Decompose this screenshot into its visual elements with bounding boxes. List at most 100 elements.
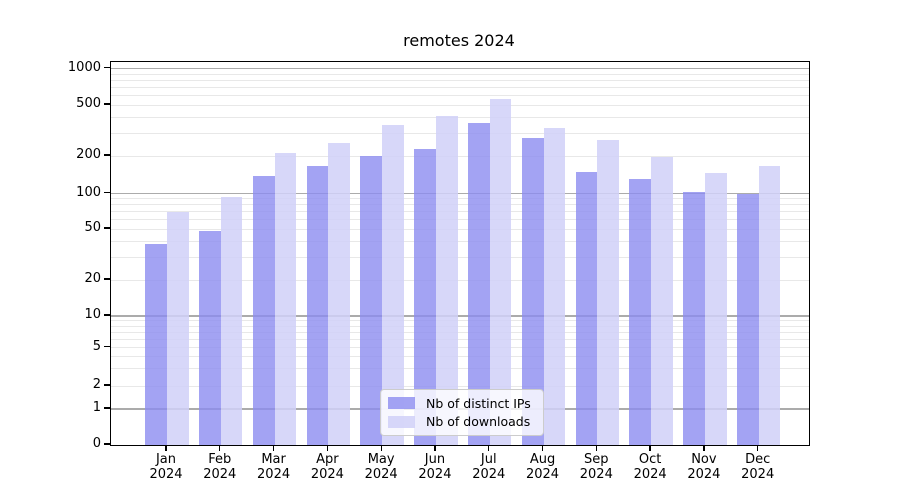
gridline-minor [111,331,809,333]
gridline-minor [111,132,809,134]
bar-downloads [597,140,619,445]
x-tick-label: Feb 2024 [203,452,237,482]
gridline-minor [111,256,809,258]
gridline-minor [111,368,809,370]
gridline-minor [111,73,809,75]
gridline-minor [111,204,809,206]
legend-item-downloads: Nb of downloads [388,414,535,429]
x-tick-mark [272,445,275,451]
x-tick-mark [380,445,382,451]
y-tick-label: 2 [92,377,101,392]
y-tick-label: 0 [92,436,101,451]
y-tick-mark [103,384,111,386]
y-tick-mark [103,191,111,194]
x-tick-mark [326,445,329,451]
x-tick-mark [165,445,167,451]
x-tick-label: Sep 2024 [579,452,613,482]
gridline-minor [111,325,809,327]
x-tick-label: Aug 2024 [525,452,560,482]
bar-downloads [274,153,297,445]
x-tick-label: Jul 2024 [472,452,506,482]
bar-distinct-ips [629,179,652,445]
gridline-minor [111,320,809,322]
plot-area [110,61,810,446]
gridline-major [111,192,809,195]
gridline-minor [111,385,809,387]
legend-label-distinct-ips: Nb of distinct IPs [426,395,531,411]
x-tick-mark [595,445,597,451]
gridline-minor [111,94,809,96]
bar-distinct-ips [736,193,759,445]
x-tick-label: Nov 2024 [687,452,721,482]
y-tick-label: 200 [76,147,101,162]
y-tick-label: 5 [92,338,101,354]
x-tick-label: May 2024 [364,452,398,482]
y-tick-mark [103,66,111,69]
y-tick-label: 100 [76,184,101,200]
x-tick-label: Jun 2024 [418,452,452,482]
x-tick-label: Jan 2024 [149,452,183,482]
gridline-minor [111,356,809,358]
y-tick-label: 50 [84,220,101,235]
x-tick-label: Dec 2024 [741,452,775,482]
gridline-minor [111,155,809,157]
gridline-minor [111,116,809,118]
bar-downloads [704,172,727,445]
bar-distinct-ips [199,231,221,445]
y-tick-mark [103,103,111,105]
gridline-minor [111,240,809,242]
x-tick-mark [219,445,221,451]
bar-downloads [167,211,189,445]
y-tick-label: 1000 [67,59,101,75]
bar-distinct-ips [360,156,383,445]
legend-item-distinct-ips: Nb of distinct IPs [388,396,535,411]
bar-downloads [543,127,566,445]
x-tick-mark [541,445,544,451]
y-tick-label: 1 [92,400,101,415]
bar-distinct-ips [468,123,490,445]
gridline-major [111,315,809,317]
y-tick-mark [103,407,111,409]
y-tick-mark [103,314,111,316]
y-tick-mark [103,345,111,348]
x-tick-mark [649,445,651,451]
y-tick-label: 500 [76,96,101,111]
y-tick-label: 10 [84,307,101,322]
gridline-major [111,67,809,70]
bar-distinct-ips [575,171,598,445]
bar-downloads [328,142,351,445]
gridline-minor [111,279,809,281]
bar-downloads [220,196,243,445]
x-tick-mark [757,445,759,451]
y-tick-mark [103,443,111,445]
bar-distinct-ips [252,176,275,445]
y-tick-mark [103,227,111,229]
gridline-minor [111,228,809,230]
bar-downloads [758,166,781,445]
x-tick-label: Oct 2024 [633,452,667,482]
bar-downloads [382,125,404,445]
bar-distinct-ips [306,166,329,445]
gridline-minor [111,86,809,88]
legend: Nb of distinct IPs Nb of downloads [380,389,544,436]
chart-title: remotes 2024 [403,31,515,50]
bar-distinct-ips [683,192,705,445]
bar-downloads [435,116,458,445]
gridline-minor [111,198,809,200]
x-tick-mark [434,445,436,451]
gridline-minor [111,338,809,340]
x-tick-mark [703,445,705,451]
legend-label-downloads: Nb of downloads [426,414,531,430]
bar-downloads [651,157,673,445]
bar-downloads [489,99,512,445]
gridline-minor [111,211,809,213]
gridline-minor [111,79,809,81]
legend-swatch-downloads [388,416,415,428]
gridline-minor [111,104,809,106]
legend-swatch-distinct-ips [388,397,415,409]
bar-distinct-ips [145,244,167,445]
x-tick-label: Apr 2024 [310,452,344,482]
y-tick-mark [103,278,111,280]
x-tick-mark [488,445,490,451]
